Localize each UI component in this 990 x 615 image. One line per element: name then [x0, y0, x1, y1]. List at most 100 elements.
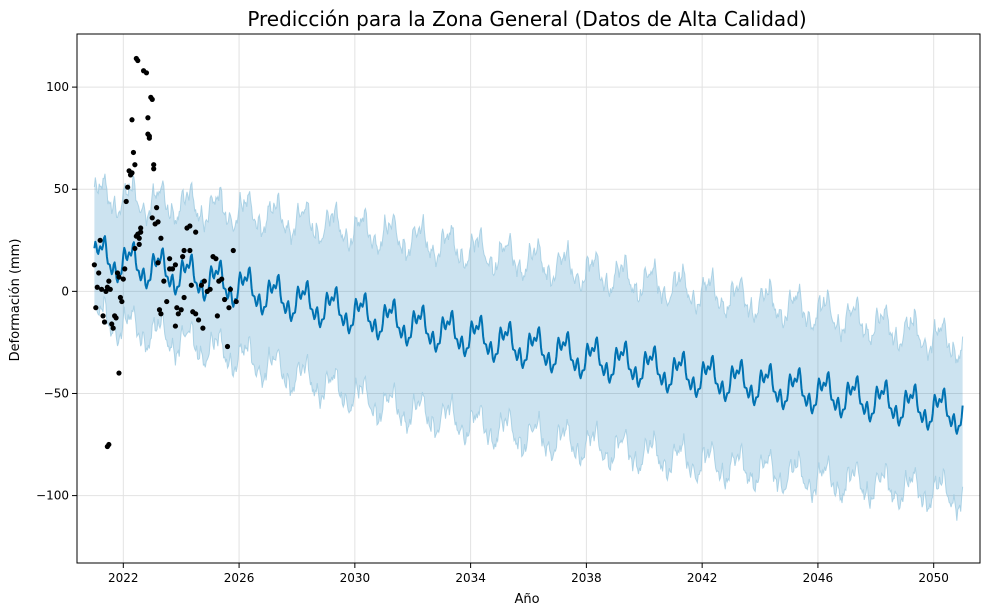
observation-point: [123, 198, 129, 205]
y-tick-label: 50: [54, 182, 69, 196]
observation-point: [94, 284, 100, 290]
observation-point: [145, 115, 151, 121]
x-axis-label: Año: [514, 592, 539, 607]
observation-point: [219, 276, 225, 282]
observation-point: [93, 305, 99, 311]
observation-point: [155, 260, 161, 266]
x-tick-label: 2022: [108, 571, 139, 585]
x-tick-label: 2042: [687, 571, 718, 585]
observation-point: [125, 184, 131, 190]
observation-point: [103, 288, 109, 294]
observation-point: [113, 315, 119, 321]
upper-bound-line: [93, 173, 964, 364]
observation-point: [174, 305, 180, 311]
observation-point: [146, 133, 152, 139]
observation-point: [132, 162, 138, 168]
observation-point: [97, 237, 103, 243]
x-tick-label: 2050: [918, 571, 949, 585]
x-tick-label: 2046: [803, 571, 834, 585]
observation-point: [149, 215, 155, 221]
observation-point: [153, 205, 160, 211]
observation-point: [106, 441, 112, 448]
observation-point: [167, 256, 173, 262]
observation-point: [193, 311, 199, 317]
observation-point: [224, 343, 231, 350]
observation-point: [120, 276, 126, 282]
x-tick-label: 2026: [224, 571, 255, 585]
observation-point: [129, 170, 135, 176]
y-tick-label: 100: [46, 80, 69, 94]
observation-point: [181, 247, 187, 254]
observation-point: [164, 298, 170, 305]
x-tick-label: 2038: [571, 571, 602, 585]
observation-point: [158, 235, 164, 241]
observation-point: [107, 286, 113, 292]
observation-point: [143, 70, 150, 76]
y-axis-ticks: 100 50 0 −50 −100: [36, 80, 77, 503]
observation-point: [161, 278, 167, 284]
observation-point: [116, 370, 122, 376]
observation-point: [132, 245, 138, 252]
observation-point: [201, 278, 207, 284]
chart-title: Predicción para la Zona General (Datos d…: [247, 7, 806, 31]
observation-point: [172, 323, 179, 329]
observation-point: [200, 325, 206, 331]
lower-bound-line: [93, 295, 964, 521]
observation-point: [99, 286, 105, 292]
observation-point: [91, 262, 97, 268]
observation-point: [129, 117, 135, 123]
observation-point: [167, 266, 173, 272]
observation-point: [207, 286, 213, 292]
observation-point: [135, 57, 141, 64]
observation-point: [106, 278, 112, 284]
observation-point: [195, 317, 202, 323]
observation-point: [187, 223, 193, 229]
observation-point: [156, 307, 163, 313]
observation-point: [116, 274, 122, 280]
forecast-line-group: [93, 235, 964, 435]
observation-point: [172, 262, 179, 268]
observation-point: [136, 235, 142, 241]
observation-point: [151, 162, 157, 168]
observation-point: [138, 225, 144, 231]
observation-point: [180, 254, 186, 260]
observations: [91, 55, 239, 450]
observation-point: [119, 298, 125, 305]
x-axis-ticks: 2022 2026 2030 2034 2038 2042 2046 2050: [108, 563, 949, 585]
y-axis-label: Deformación (mm): [8, 239, 23, 362]
observation-point: [214, 313, 220, 319]
observation-point: [117, 294, 124, 301]
observation-point: [233, 298, 239, 305]
x-tick-label: 2034: [455, 571, 486, 585]
observation-point: [138, 229, 144, 235]
observation-point: [213, 256, 219, 262]
observation-point: [101, 319, 108, 325]
y-tick-label: −50: [44, 386, 69, 400]
observation-point: [96, 270, 102, 276]
observation-point: [230, 247, 236, 254]
observation-point: [188, 282, 194, 288]
observation-point: [178, 307, 184, 313]
observation-point: [136, 241, 142, 247]
observation-point: [193, 229, 199, 235]
x-tick-label: 2030: [340, 571, 371, 585]
observation-point: [181, 294, 187, 301]
y-tick-label: 0: [61, 284, 69, 298]
observation-point: [109, 321, 115, 327]
observation-point: [151, 166, 157, 172]
observation-point: [114, 270, 121, 276]
observation-point: [187, 247, 193, 254]
observation-point: [155, 219, 161, 225]
observation-point: [158, 311, 164, 317]
forecast-line: [93, 235, 964, 435]
observation-point: [227, 286, 233, 292]
observation-point: [122, 266, 128, 272]
plot-frame: [76, 33, 981, 564]
observation-point: [100, 313, 106, 319]
grid: [77, 34, 980, 563]
observation-point: [110, 325, 116, 331]
observation-point: [149, 96, 155, 102]
observation-point: [130, 149, 137, 156]
